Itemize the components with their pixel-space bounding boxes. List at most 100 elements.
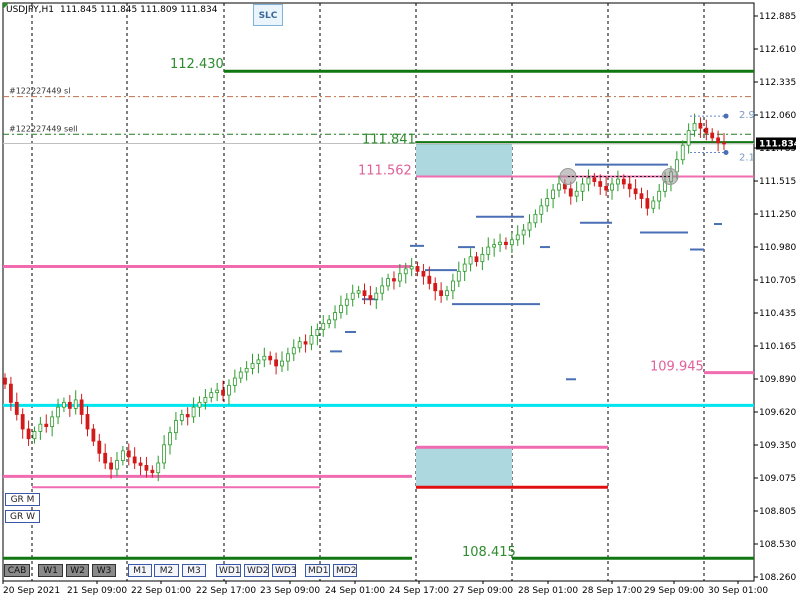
candle-body — [238, 371, 243, 379]
candle-body — [397, 273, 402, 282]
candle-body — [215, 389, 220, 394]
candle-body — [20, 414, 25, 430]
one-click-trade-icon[interactable] — [3, 3, 9, 9]
timeframe-button-wd3[interactable]: WD3 — [272, 564, 297, 577]
candle-body — [274, 359, 278, 367]
x-tick-label: 24 Sep 17:00 — [389, 586, 449, 596]
candle-body — [339, 304, 343, 313]
timeframe-button-md2[interactable]: MD2 — [333, 564, 357, 577]
target-dot-down — [723, 149, 729, 155]
x-tick-label: 30 Sep 01:00 — [708, 586, 768, 596]
timeframe-button-w1[interactable]: W1 — [38, 564, 63, 577]
candle-body — [486, 246, 491, 255]
timeframe-button-m3[interactable]: M3 — [182, 564, 206, 577]
timeframe-button-w3[interactable]: W3 — [92, 564, 116, 577]
candle-body — [115, 460, 119, 470]
candle-body — [62, 401, 66, 408]
x-tick-label: 29 Sep 09:00 — [644, 586, 704, 596]
y-tick-label: 108.260 — [759, 573, 796, 583]
candle-body — [692, 122, 697, 132]
candle-body — [627, 183, 632, 190]
y-tick-label: 109.890 — [759, 375, 796, 385]
candle-body — [185, 414, 190, 418]
candle-body — [616, 178, 620, 185]
grid-button-gr-m[interactable]: GR M — [5, 493, 40, 506]
candle-body — [492, 244, 497, 248]
candle-body — [415, 266, 420, 272]
timeframe-button-wd1[interactable]: WD1 — [216, 564, 241, 577]
candle-body — [232, 377, 237, 386]
current-price-badge — [756, 137, 796, 150]
candle-body — [156, 462, 161, 474]
x-tick-label: 28 Sep 17:00 — [582, 586, 642, 596]
timeframe-button-cab[interactable]: CAB — [4, 564, 30, 577]
candle-body — [504, 241, 508, 246]
candle-body — [610, 183, 614, 191]
timeframe-button-m2[interactable]: M2 — [154, 564, 179, 577]
timeframe-button-m1[interactable]: M1 — [128, 564, 152, 577]
candle-body — [262, 355, 267, 361]
candle-body — [285, 353, 290, 362]
candle-body — [327, 319, 332, 324]
demand-zone — [416, 447, 512, 488]
timeframe-button-md1[interactable]: MD1 — [305, 564, 330, 577]
level-label-111841: 111.841 — [362, 133, 416, 148]
candle-body — [333, 312, 337, 321]
candle-body — [321, 323, 326, 330]
candle-body — [380, 285, 385, 294]
candle-body — [144, 465, 149, 471]
candle-body — [32, 431, 37, 440]
candle-body — [356, 290, 361, 294]
candle-body — [91, 428, 96, 442]
candle-body — [409, 266, 414, 270]
candle-body — [162, 444, 167, 464]
candle-body — [456, 270, 461, 282]
grid-button-gr-w[interactable]: GR W — [5, 510, 40, 523]
candle-body — [392, 278, 396, 282]
candle-body — [73, 399, 78, 409]
candle-body — [604, 186, 609, 191]
candle-body — [386, 278, 390, 287]
candle-body — [621, 178, 626, 185]
timeframe-button-wd2[interactable]: WD2 — [244, 564, 269, 577]
candle-body — [309, 335, 314, 345]
x-tick-label: 23 Sep 09:00 — [260, 586, 320, 596]
candle-body — [509, 239, 514, 246]
x-tick-label: 27 Sep 09:00 — [453, 586, 513, 596]
candle-body — [203, 397, 208, 403]
candle-body — [568, 188, 573, 197]
timeframe-button-w2[interactable]: W2 — [66, 564, 89, 577]
candle-body — [362, 290, 367, 296]
candle-body — [244, 367, 249, 373]
y-tick-label: 110.980 — [759, 243, 796, 253]
x-tick-label: 21 Sep 09:00 — [67, 586, 127, 596]
candle-body — [633, 188, 638, 195]
candle-body — [586, 177, 591, 185]
y-tick-label: 108.805 — [759, 507, 796, 517]
candle-body — [221, 389, 225, 396]
candle-body — [44, 423, 49, 427]
order-sell-label: #122227449 sell — [9, 124, 78, 133]
candle-body — [256, 359, 261, 364]
plot-area[interactable] — [2, 2, 755, 582]
candle-body — [38, 423, 43, 432]
candle-body — [120, 450, 125, 461]
candle-body — [291, 347, 296, 355]
candle-body — [374, 292, 379, 300]
level-label-111562: 111.562 — [358, 163, 412, 178]
candle-body — [14, 401, 19, 415]
target-label-up: 2.9 — [739, 110, 755, 121]
y-tick-label: 111.515 — [759, 177, 796, 187]
candle-body — [250, 363, 255, 369]
candle-body — [109, 462, 113, 470]
x-tick-label: 28 Sep 01:00 — [518, 586, 578, 596]
y-tick-label: 108.530 — [759, 540, 796, 550]
candle-body — [3, 377, 7, 385]
candle-body — [716, 137, 721, 144]
candle-body — [480, 253, 485, 263]
slc-button[interactable]: SLC — [253, 4, 283, 26]
candle-body — [498, 241, 502, 246]
candle-body — [97, 440, 102, 454]
